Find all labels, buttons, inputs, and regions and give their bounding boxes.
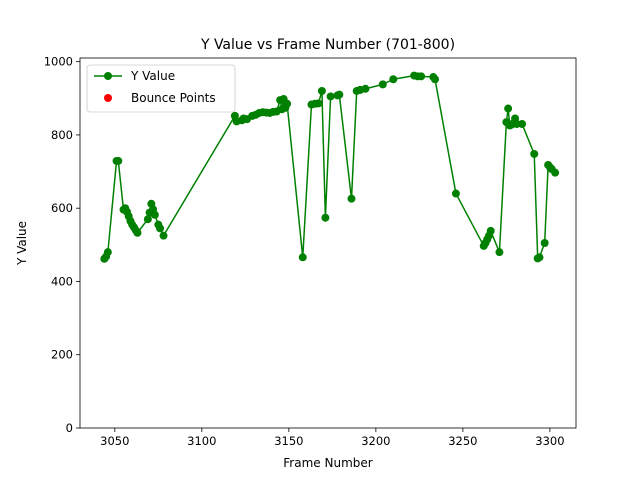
legend-y-value-marker	[104, 72, 112, 80]
plot-border	[79, 57, 577, 429]
data-point	[314, 99, 323, 108]
data-point	[518, 119, 527, 128]
data-point	[321, 213, 330, 222]
data-point	[156, 224, 165, 233]
data-point	[150, 210, 159, 219]
data-point	[347, 194, 356, 203]
data-point	[133, 228, 142, 237]
x-tick-label: 3100	[187, 434, 216, 448]
data-point	[389, 75, 398, 84]
data-point	[486, 226, 495, 235]
legend-box	[86, 64, 236, 113]
data-point	[326, 92, 335, 101]
x-tick-label: 3300	[535, 434, 564, 448]
y-tick-label: 600	[51, 201, 73, 215]
data-point	[114, 156, 123, 165]
y-tick-label: 200	[51, 348, 73, 362]
plot-frame	[80, 58, 576, 428]
data-point	[535, 253, 544, 262]
data-point	[335, 90, 344, 99]
data-point	[530, 149, 539, 158]
data-point	[551, 168, 560, 177]
data-point	[451, 189, 460, 198]
y-axis-ticks: 0 200 400 600 800 1000	[44, 55, 80, 435]
legend: Y Value Bounce Points	[86, 64, 236, 113]
plot-area	[79, 57, 577, 429]
y-tick-label: 400	[51, 274, 73, 288]
x-tick-label: 3050	[100, 434, 129, 448]
x-axis-label: Frame Number	[283, 456, 372, 470]
y-tick-label: 0	[66, 421, 73, 435]
x-tick-label: 3250	[448, 434, 477, 448]
x-tick-label: 3200	[361, 434, 390, 448]
y-tick-label: 1000	[44, 55, 73, 69]
data-point	[361, 84, 370, 93]
data-point	[283, 99, 292, 108]
data-point	[431, 75, 440, 84]
x-axis-ticks: 3050 3100 3150 3200 3250 3300	[100, 428, 565, 448]
data-point	[143, 215, 152, 224]
legend-label-bounce-points: Bounce Points	[131, 91, 216, 105]
y-axis-label: Y Value	[15, 221, 29, 266]
legend-bounce-marker	[104, 94, 112, 102]
series-points	[100, 71, 560, 263]
data-point	[495, 248, 504, 257]
y-tick-label: 800	[51, 128, 73, 142]
data-point	[417, 72, 426, 81]
data-point	[103, 248, 112, 257]
data-point	[378, 80, 387, 89]
data-point	[298, 253, 307, 262]
x-tick-label: 3150	[274, 434, 303, 448]
chart-title: Y Value vs Frame Number (701-800)	[200, 37, 455, 53]
data-point	[317, 86, 326, 95]
legend-label-y-value: Y Value	[130, 69, 175, 83]
data-point	[159, 231, 168, 240]
data-point	[504, 104, 513, 113]
data-point	[540, 239, 549, 247]
